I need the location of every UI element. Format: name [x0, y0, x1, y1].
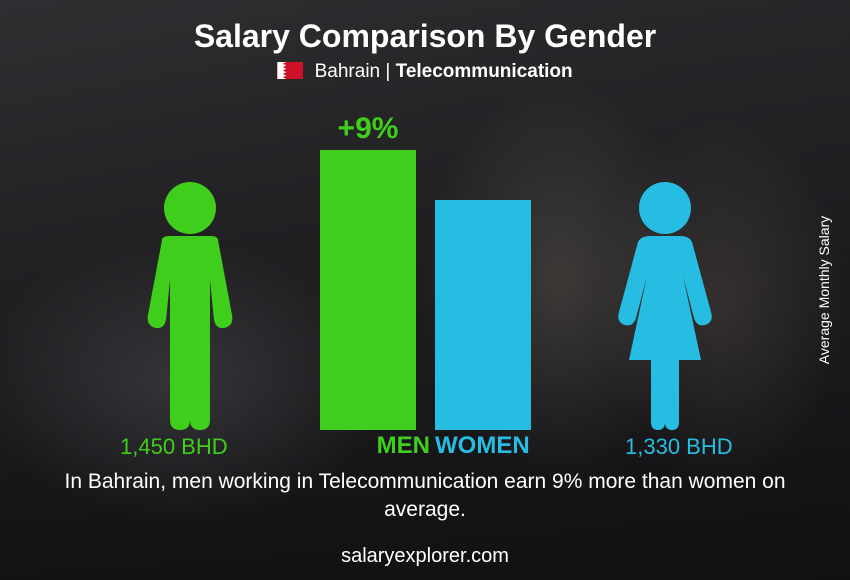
women-value-label: 1,330 BHD	[625, 434, 733, 460]
women-bar	[435, 200, 531, 430]
men-bar	[320, 150, 416, 430]
page-title: Salary Comparison By Gender	[0, 0, 850, 55]
man-icon	[130, 180, 250, 435]
women-category-label: WOMEN	[435, 432, 565, 460]
y-axis-label: Average Monthly Salary	[816, 216, 832, 364]
footer-source: salaryexplorer.com	[0, 545, 850, 568]
sector-label: Telecommunication	[396, 61, 573, 82]
country-label: Bahrain	[315, 61, 381, 82]
men-pct-label: +9%	[318, 112, 418, 146]
men-value-label: 1,450 BHD	[120, 434, 228, 460]
bahrain-flag-icon	[277, 62, 303, 79]
infographic-container: Salary Comparison By Gender Bahrain | Te…	[0, 0, 850, 580]
separator: |	[385, 61, 395, 82]
men-category-label: MEN	[300, 432, 430, 460]
woman-icon	[605, 180, 725, 435]
subtitle: Bahrain | Telecommunication	[0, 61, 850, 83]
y-axis-label-wrap: Average Monthly Salary	[814, 0, 834, 580]
summary-text: In Bahrain, men working in Telecommunica…	[60, 468, 790, 525]
chart-area: +9% MEN WOMEN 1,450 BHD 1,330 BHD	[0, 90, 850, 460]
